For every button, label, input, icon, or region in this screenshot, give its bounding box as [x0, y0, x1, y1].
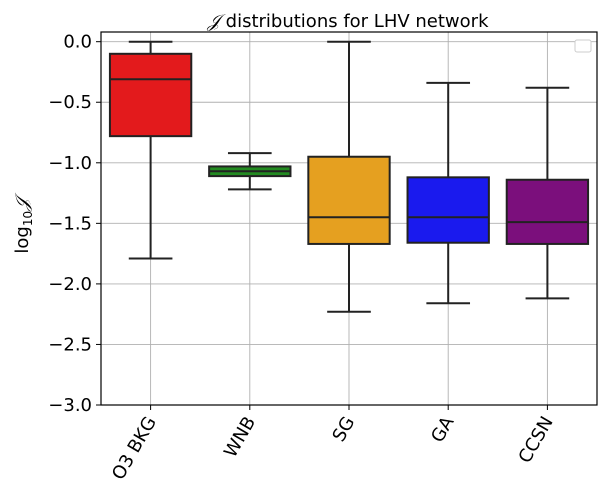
box-wnb	[208, 152, 292, 191]
box-body	[406, 176, 490, 244]
y-tick-label: −2.5	[48, 334, 92, 355]
legend-box	[574, 39, 592, 53]
box-body	[108, 52, 193, 138]
box-ccsn	[505, 86, 590, 300]
box-body	[505, 178, 590, 245]
y-tick-label: −0.5	[48, 92, 92, 113]
y-tick-label: −3.0	[48, 395, 92, 416]
y-tick-label: −1.0	[48, 153, 92, 174]
y-axis-label-log: log	[12, 226, 33, 253]
plot-frame	[100, 31, 598, 406]
y-tick-label: −2.0	[48, 274, 92, 295]
box-sg	[307, 40, 391, 313]
boxes	[108, 40, 590, 313]
y-tick-label: 0.0	[63, 32, 92, 53]
y-axis-label-sub: 10	[21, 211, 35, 226]
chart-title-text: distributions for LHV network	[220, 11, 489, 32]
y-tick-label: −1.5	[48, 213, 92, 234]
box-ga	[406, 81, 490, 305]
box-body	[307, 155, 391, 245]
box-o3-bkg	[108, 40, 193, 260]
chart-title: 𝒥 distributions for LHV network	[207, 11, 490, 32]
